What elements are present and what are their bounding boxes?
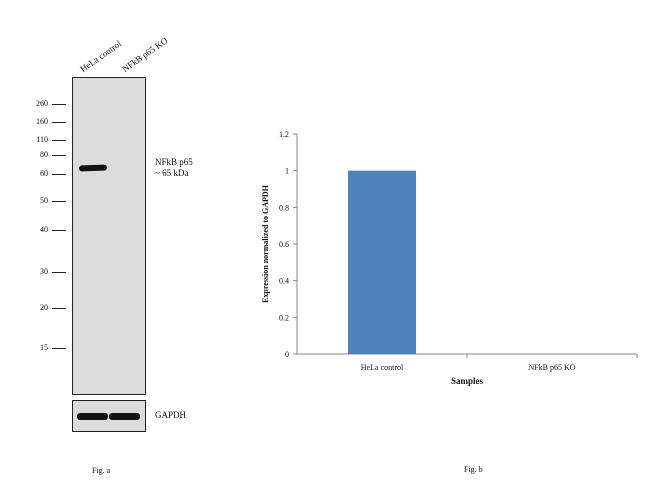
x-tick-label: NFkB p65 KO <box>528 363 575 372</box>
mw-marker-tick <box>52 140 66 141</box>
mw-marker-tick <box>52 104 66 105</box>
mw-marker-tick <box>52 122 66 123</box>
y-tick-label: 0.4 <box>279 277 289 286</box>
caption-fig-b: Fig. b <box>464 465 483 474</box>
x-tick-label: HeLa control <box>361 363 404 372</box>
y-tick-label: 0 <box>285 350 289 359</box>
loading-control-label: GAPDH <box>155 410 187 420</box>
mw-marker-label: 80 <box>40 150 48 159</box>
mw-marker-label: 50 <box>40 196 48 205</box>
band-ko-gapdh <box>109 413 140 420</box>
mw-marker-label: 260 <box>36 99 48 108</box>
mw-marker-tick <box>52 230 66 231</box>
mw-marker-label: 110 <box>36 135 48 144</box>
target-size: ~ 65 kDa <box>155 168 189 178</box>
y-tick-label: 0.8 <box>279 203 289 212</box>
blot-main-panel <box>72 77 146 395</box>
mw-marker-label: 160 <box>36 117 48 126</box>
band-hela-gapdh <box>77 413 108 420</box>
y-axis-title: Expression normalized to GAPDH <box>261 184 270 303</box>
mw-marker-label: 20 <box>40 303 48 312</box>
mw-marker-tick <box>52 155 66 156</box>
mw-marker-label: 40 <box>40 225 48 234</box>
mw-marker-label: 30 <box>40 267 48 276</box>
y-tick-label: 0.6 <box>279 240 289 249</box>
caption-fig-a: Fig. a <box>92 466 111 475</box>
x-axis-title: Samples <box>451 376 484 386</box>
mw-marker-tick <box>52 308 66 309</box>
bar <box>348 170 416 354</box>
blot-gapdh-panel <box>72 400 146 432</box>
y-tick-label: 0.2 <box>279 313 289 322</box>
target-name: NFkB p65 <box>155 157 193 167</box>
y-tick-label: 1 <box>285 167 289 176</box>
y-tick-label: 1.2 <box>279 130 289 139</box>
mw-marker-tick <box>52 174 66 175</box>
mw-marker-tick <box>52 272 66 273</box>
mw-marker-tick <box>52 201 66 202</box>
mw-marker-label: 15 <box>40 343 48 352</box>
mw-marker-tick <box>52 348 66 349</box>
mw-marker-label: 60 <box>40 169 48 178</box>
target-label: NFkB p65 ~ 65 kDa <box>155 157 193 179</box>
